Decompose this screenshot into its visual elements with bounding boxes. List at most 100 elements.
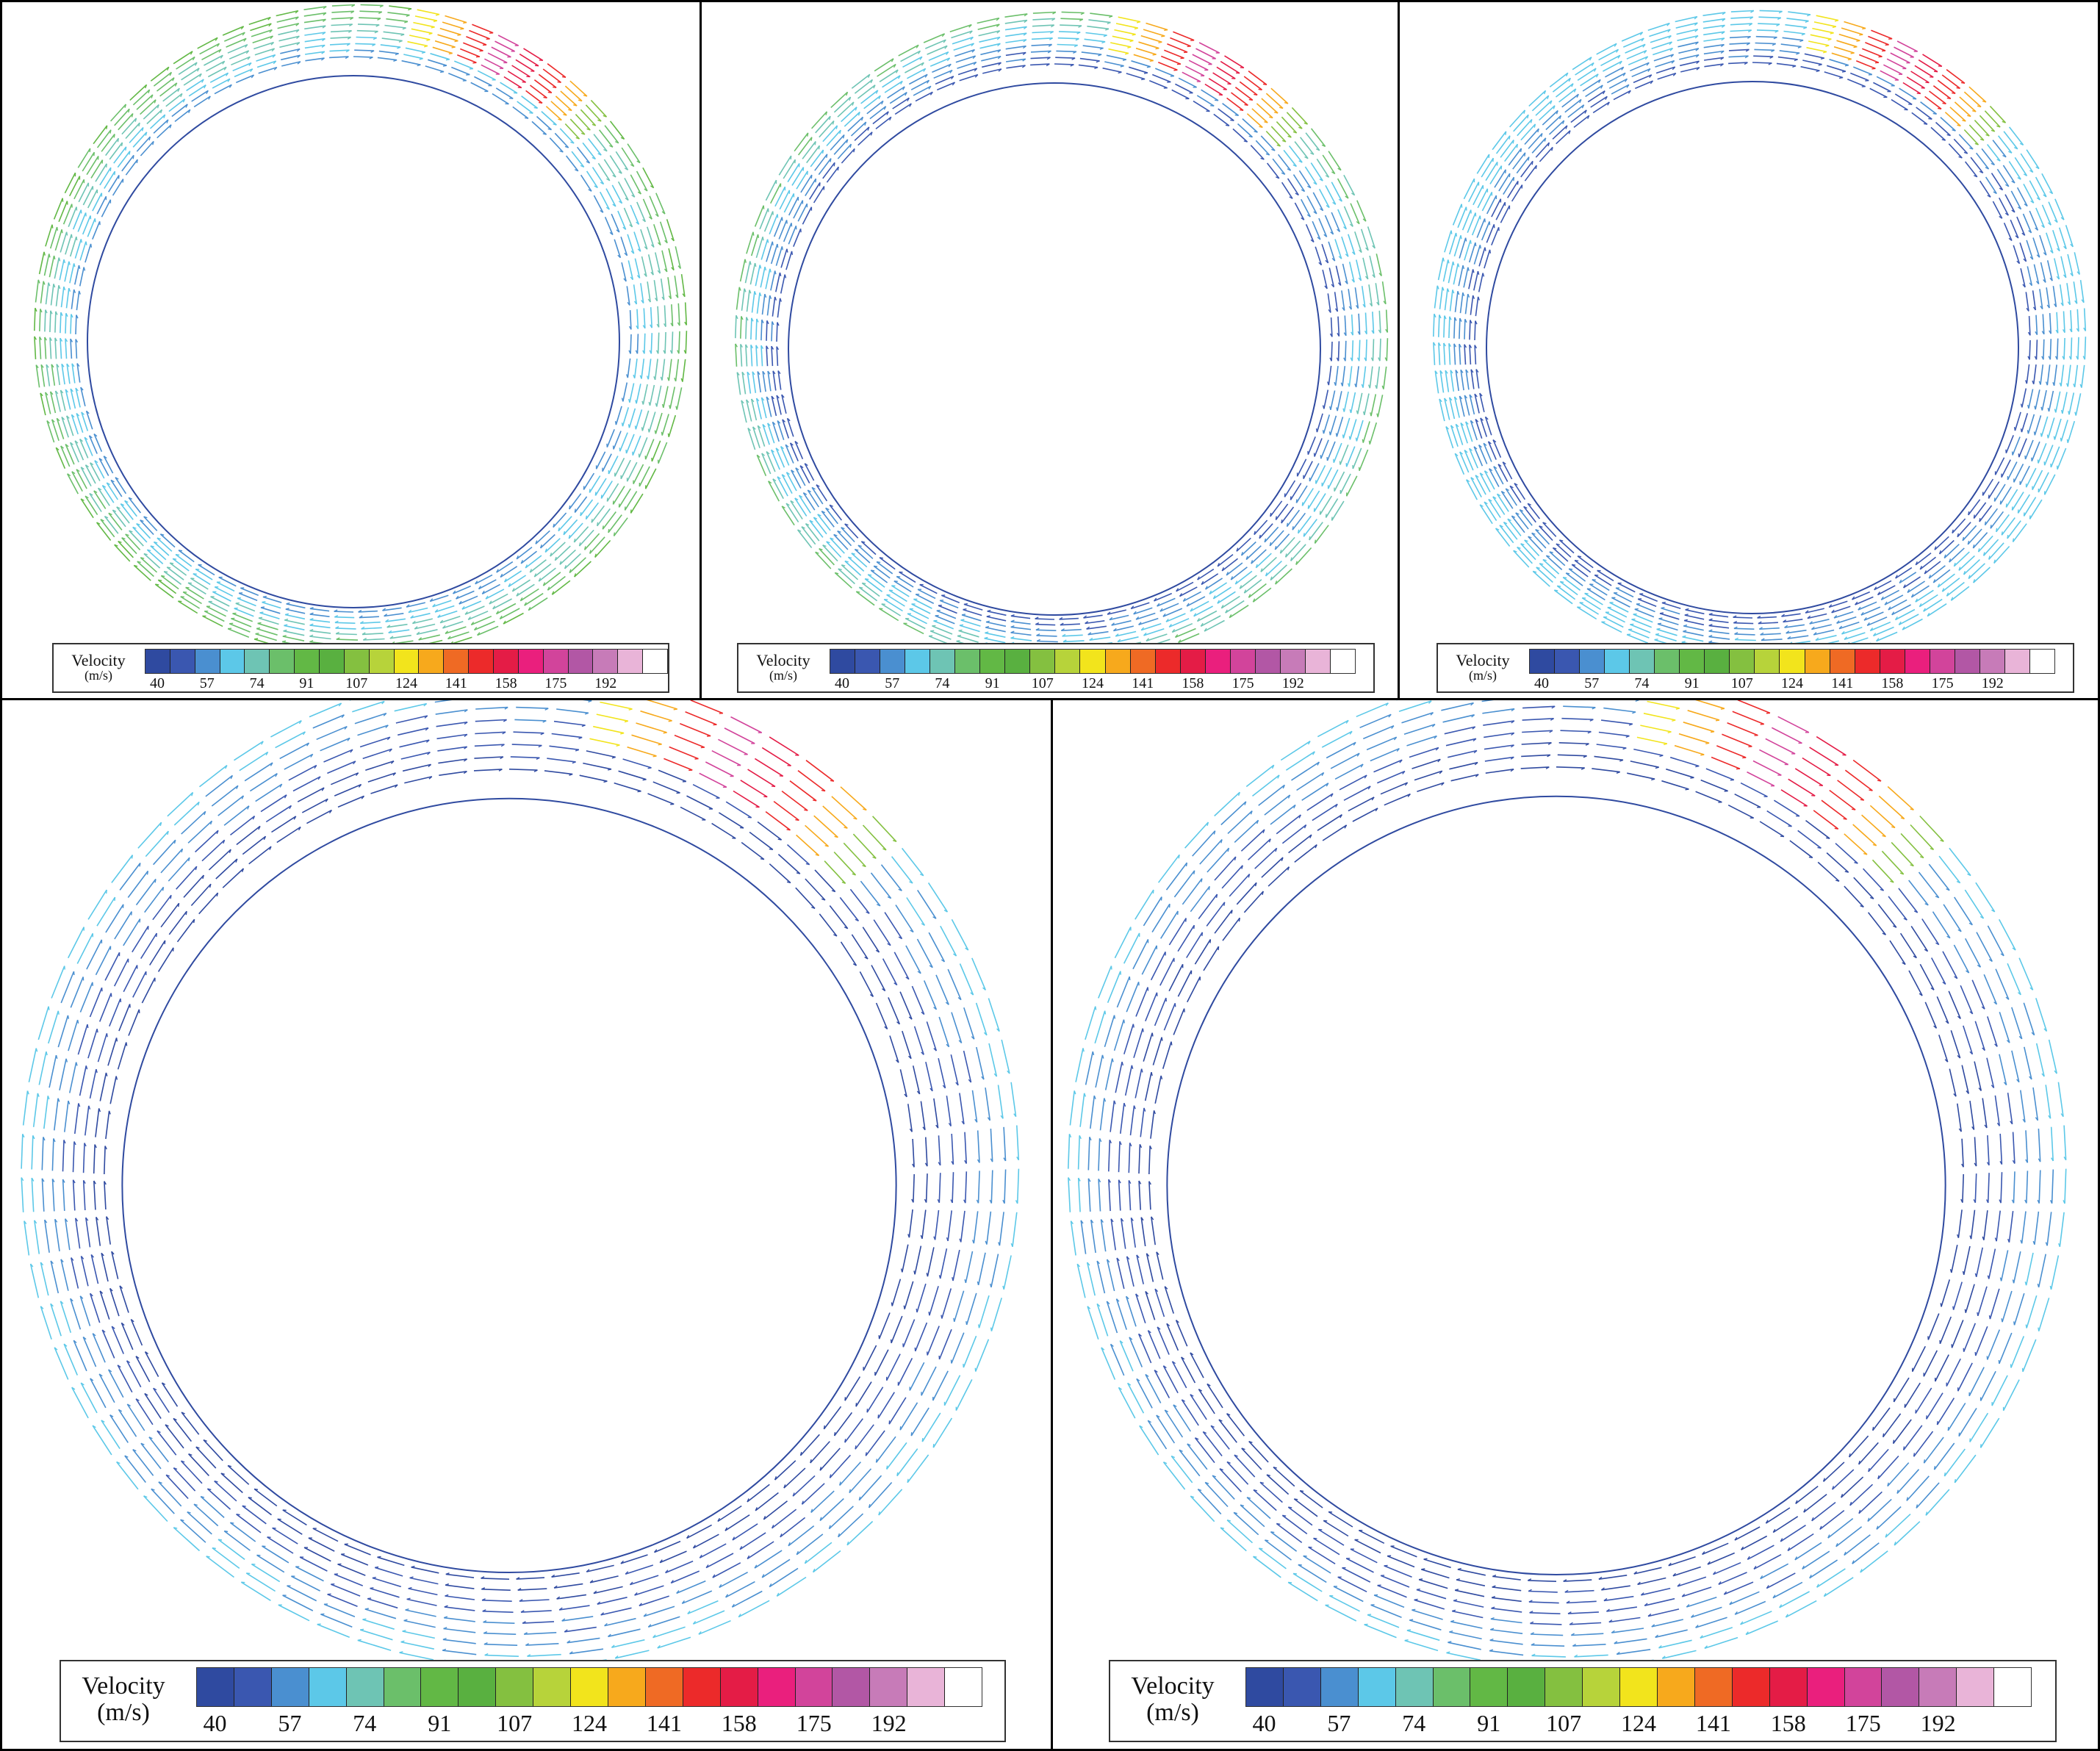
velocity-vector: [772, 396, 776, 416]
velocity-vector: [1011, 622, 1031, 624]
velocity-vector: [137, 95, 153, 109]
velocity-vector: [772, 1509, 797, 1528]
velocity-vector: [552, 1573, 580, 1577]
velocity-vector: [871, 966, 885, 991]
velocity-vector: [1627, 51, 1647, 60]
velocity-vector: [855, 79, 872, 93]
velocity-vector: [2057, 312, 2058, 334]
velocity-vector: [1032, 25, 1054, 26]
inner-wall: [788, 83, 1320, 615]
velocity-vector: [337, 639, 358, 640]
velocity-vector: [752, 372, 755, 393]
velocity-vector: [309, 636, 331, 639]
velocity-vector: [712, 751, 741, 766]
velocity-vector: [986, 622, 1006, 627]
velocity-vector: [259, 618, 279, 624]
velocity-vector: [438, 35, 459, 41]
velocity-vector: [1335, 240, 1342, 259]
vector-arrowhead: [986, 621, 990, 622]
vector-arrowhead: [1994, 497, 1995, 501]
velocity-vector: [2057, 448, 2066, 470]
velocity-vector: [562, 1617, 594, 1621]
velocity-vector: [96, 946, 111, 975]
velocity-vector: [466, 37, 486, 45]
vector-arrowhead: [544, 97, 547, 98]
velocity-vector: [1761, 639, 1783, 641]
velocity-vector: [390, 636, 411, 639]
velocity-vector: [642, 256, 647, 276]
vector-arrowhead: [1683, 625, 1687, 626]
velocity-vector: [1777, 63, 1796, 65]
vector-arrowhead: [792, 251, 793, 255]
panel-1: Velocity (m/s) 40 57 74 91 107 124 141 158 175 19…: [0, 0, 702, 700]
velocity-vector: [1155, 68, 1174, 76]
velocity-vector: [51, 284, 54, 305]
velocity-vector: [939, 1135, 941, 1165]
color-swatch: [1630, 650, 1655, 673]
velocity-vector: [625, 208, 633, 227]
velocity-vector: [132, 926, 148, 952]
velocity-vector: [1586, 85, 1603, 96]
velocity-vector: [1778, 57, 1798, 60]
velocity-vector: [2061, 256, 2066, 278]
panel-2: Velocity (m/s) 40 57 74 91 107 124 141 158 175 19…: [700, 0, 1400, 700]
velocity-vector: [118, 114, 133, 130]
velocity-vector: [960, 75, 978, 81]
velocity-vector: [763, 425, 769, 445]
vector-arrowhead: [409, 1588, 412, 1589]
velocity-vector: [60, 232, 67, 253]
velocity-vector: [985, 628, 1006, 632]
velocity-vector: [760, 267, 765, 287]
velocity-vector: [98, 130, 111, 148]
velocity-vector: [1993, 201, 2002, 218]
velocity-vector: [1924, 561, 1941, 574]
vector-arrowhead: [1134, 28, 1138, 29]
tick-label: 158: [495, 675, 517, 692]
velocity-vector: [635, 1586, 664, 1595]
velocity-vector: [169, 911, 187, 935]
vector-arrowhead: [1270, 513, 1271, 517]
vector-arrowhead: [1830, 33, 1834, 34]
velocity-vector: [363, 639, 384, 641]
color-swatch: [1331, 650, 1355, 673]
velocity-vector: [1827, 65, 1846, 71]
velocity-vector: [966, 1171, 967, 1203]
velocity-vector: [1352, 314, 1353, 335]
velocity-vector: [2048, 418, 2054, 439]
velocity-vector: [623, 383, 628, 402]
velocity-vector: [1709, 631, 1730, 633]
velocity-vector: [256, 784, 282, 801]
velocity-vector: [1574, 115, 1589, 127]
velocity-vector: [867, 101, 883, 113]
velocity-vector: [106, 138, 119, 155]
velocity-vector: [768, 371, 771, 391]
velocity-vector: [636, 384, 641, 403]
vector-arrowhead: [64, 259, 65, 263]
velocity-vector: [1608, 608, 1627, 617]
velocity-vector: [1577, 607, 1596, 619]
velocity-vector: [1571, 110, 1586, 123]
velocity-vector: [1509, 148, 1521, 165]
velocity-vector: [68, 1020, 78, 1051]
velocity-vector: [841, 107, 857, 122]
velocity-vector: [2007, 521, 2021, 539]
vector-arrowhead: [1957, 87, 1960, 88]
velocity-vector: [255, 48, 275, 55]
velocity-vector: [305, 39, 326, 42]
velocity-vector: [341, 1554, 368, 1565]
velocity-vector: [1326, 185, 1336, 204]
vector-arrowhead: [1655, 639, 1658, 640]
velocity-vector: [435, 41, 456, 47]
velocity-vector: [2040, 289, 2043, 309]
velocity-vector: [800, 466, 810, 483]
vector-arrowhead: [66, 1059, 67, 1063]
velocity-vector: [1464, 240, 1470, 261]
velocity-vector: [1179, 78, 1197, 87]
vector-arrowhead: [642, 427, 643, 431]
vector-arrowhead: [1226, 125, 1229, 126]
vector-arrowhead: [856, 1403, 857, 1406]
tick-label: 141: [1132, 675, 1154, 692]
velocity-vector: [60, 338, 62, 359]
velocity-vector: [73, 1340, 87, 1371]
velocity-vector: [338, 796, 364, 807]
